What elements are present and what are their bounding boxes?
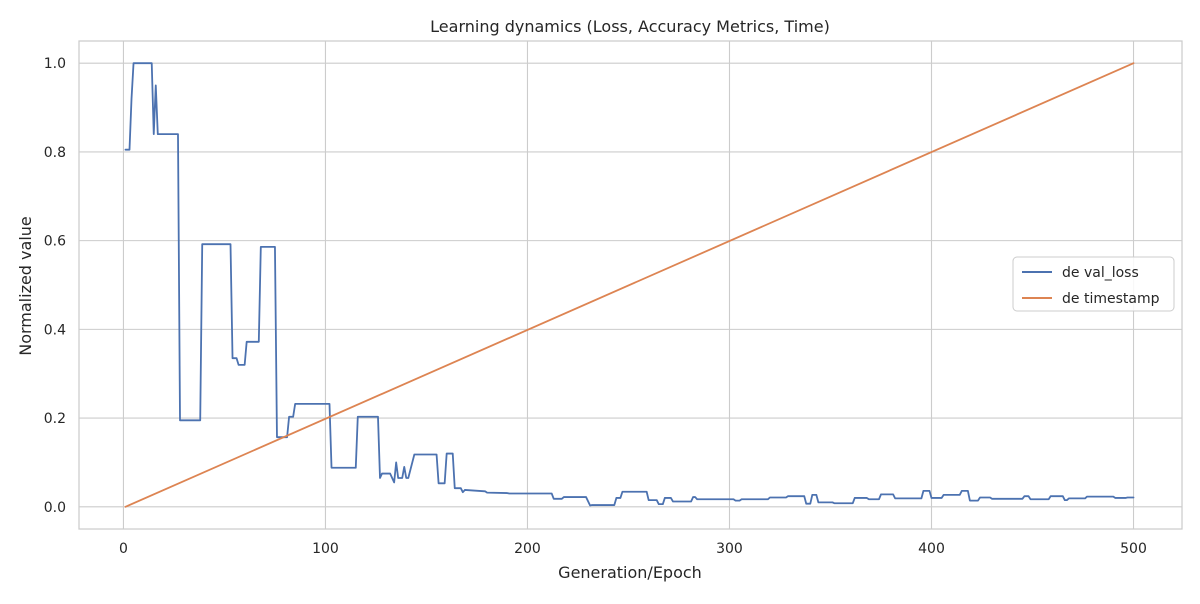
tick-labels: 0 100 200 300 400 500 0.0 0.2 0.4 0.6 0.8 1.0 bbox=[44, 56, 1147, 557]
y-tick-label: 1.0 bbox=[44, 56, 66, 72]
series-line-1 bbox=[124, 62, 1135, 507]
y-tick-label: 0.0 bbox=[44, 500, 66, 516]
plot-series bbox=[124, 62, 1135, 508]
series-line-2 bbox=[124, 62, 1135, 508]
legend-label: de val_loss bbox=[1062, 265, 1139, 281]
x-tick-label: 300 bbox=[716, 541, 743, 557]
y-axis-label: Normalized value bbox=[16, 216, 35, 356]
x-tick-label: 100 bbox=[312, 541, 339, 557]
x-axis-label: Generation/Epoch bbox=[558, 563, 702, 582]
x-tick-label: 400 bbox=[918, 541, 945, 557]
y-tick-label: 0.6 bbox=[44, 234, 66, 250]
y-tick-label: 0.2 bbox=[44, 411, 66, 427]
chart-title: Learning dynamics (Loss, Accuracy Metric… bbox=[430, 17, 830, 36]
x-tick-label: 200 bbox=[514, 541, 541, 557]
plot-frame bbox=[78, 40, 1183, 530]
y-tick-label: 0.4 bbox=[44, 322, 66, 338]
legend-box bbox=[1012, 256, 1175, 312]
x-tick-label: 0 bbox=[119, 541, 128, 557]
legend-label: de timestamp bbox=[1062, 291, 1160, 307]
y-tick-label: 0.8 bbox=[44, 145, 66, 161]
x-tick-label: 500 bbox=[1120, 541, 1147, 557]
